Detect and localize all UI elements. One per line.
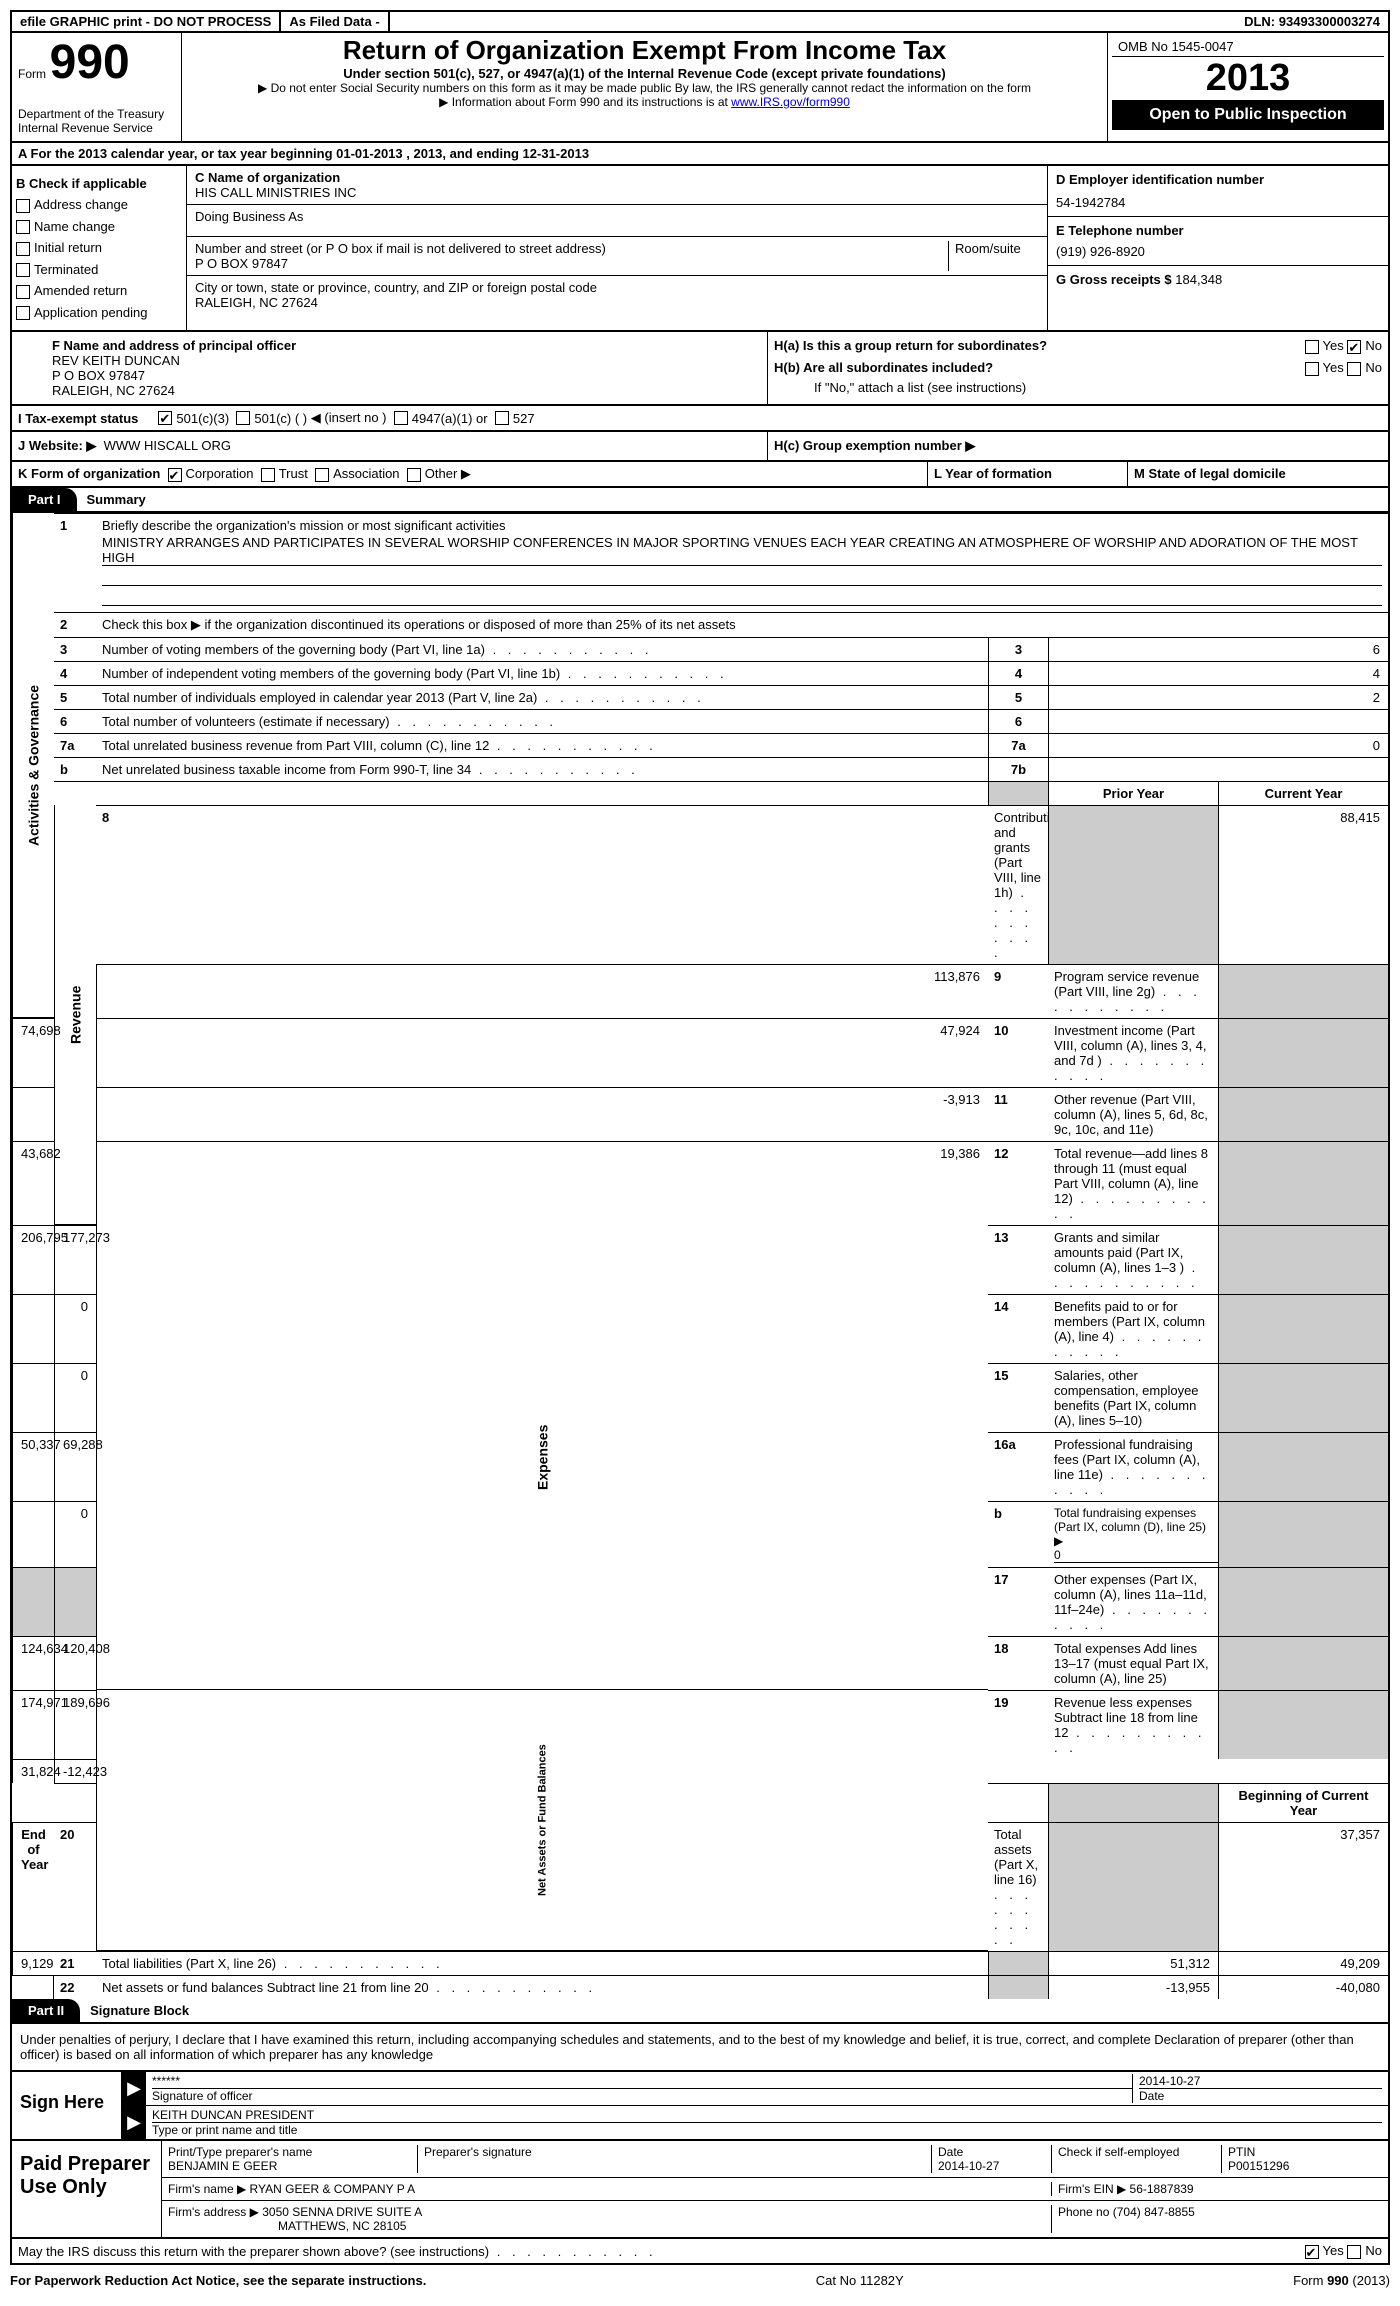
- form-number-cell: Form 990 Department of the Treasury Inte…: [12, 33, 182, 141]
- right-info-column: D Employer identification number 54-1942…: [1048, 166, 1388, 330]
- gov-section-label: Activities & Governance: [12, 513, 54, 1018]
- summary-table: Activities & Governance 1 Briefly descri…: [10, 513, 1390, 1999]
- expenses-section-label: Expenses: [96, 1225, 988, 1690]
- gross-receipts: 184,348: [1175, 272, 1222, 287]
- efile-header-bar: efile GRAPHIC print - DO NOT PROCESS As …: [10, 10, 1390, 33]
- sign-arrow-icon-2: ▶: [122, 2106, 146, 2139]
- section-b-block: B Check if applicable Address change Nam…: [10, 166, 1390, 332]
- row-k-form-org: K Form of organization ✔Corporation Trus…: [10, 462, 1390, 488]
- sign-here-block: Sign Here ▶ ****** Signature of officer …: [10, 2072, 1390, 2141]
- mission-text: MINISTRY ARRANGES AND PARTICIPATES IN SE…: [102, 535, 1382, 566]
- discuss-row: May the IRS discuss this return with the…: [10, 2239, 1390, 2265]
- officer-h-block: F Name and address of principal officer …: [10, 332, 1390, 406]
- preparer-name: BENJAMIN E GEER: [168, 2159, 417, 2173]
- year-cell: OMB No 1545-0047 2013 Open to Public Ins…: [1108, 33, 1388, 141]
- firm-name: RYAN GEER & COMPANY P A: [250, 2182, 416, 2196]
- check-address-change[interactable]: Address change: [16, 197, 182, 213]
- signature-declaration: Under penalties of perjury, I declare th…: [10, 2024, 1390, 2072]
- org-name: HIS CALL MINISTRIES INC: [195, 185, 1039, 200]
- phone: (919) 926-8920: [1056, 244, 1380, 259]
- title-cell: Return of Organization Exempt From Incom…: [182, 33, 1108, 141]
- page-footer: For Paperwork Reduction Act Notice, see …: [10, 2265, 1390, 2296]
- check-terminated[interactable]: Terminated: [16, 262, 182, 278]
- street-address: P O BOX 97847: [195, 256, 942, 271]
- part-1-header: Part I Summary: [10, 488, 1390, 513]
- form-title: Return of Organization Exempt From Incom…: [343, 35, 946, 66]
- title-block: Form 990 Department of the Treasury Inte…: [10, 33, 1390, 143]
- irs-link[interactable]: www.IRS.gov/form990: [731, 95, 850, 109]
- sign-arrow-icon: ▶: [122, 2072, 146, 2105]
- city-state-zip: RALEIGH, NC 27624: [195, 295, 1039, 310]
- paid-preparer-block: Paid Preparer Use Only Print/Type prepar…: [10, 2141, 1390, 2239]
- check-501c3[interactable]: ✔: [158, 411, 172, 425]
- website-url[interactable]: WWW HISCALL ORG: [104, 438, 231, 453]
- check-amended-return[interactable]: Amended return: [16, 283, 182, 299]
- firm-ein: 56-1887839: [1130, 2182, 1194, 2196]
- row-a-tax-year: A For the 2013 calendar year, or tax yea…: [10, 143, 1390, 166]
- efile-text: efile GRAPHIC print - DO NOT PROCESS: [12, 12, 281, 31]
- ptin: P00151296: [1228, 2159, 1382, 2173]
- dln-cell: DLN: 93493300003274: [1236, 12, 1388, 31]
- check-application-pending[interactable]: Application pending: [16, 305, 182, 321]
- revenue-section-label: Revenue: [54, 805, 96, 1225]
- officer-name: REV KEITH DUNCAN: [52, 353, 761, 368]
- check-initial-return[interactable]: Initial return: [16, 240, 182, 256]
- officer-signature-name: KEITH DUNCAN PRESIDENT: [152, 2108, 1382, 2122]
- check-name-change[interactable]: Name change: [16, 219, 182, 235]
- discuss-yes-no[interactable]: ✔Yes No: [1305, 2243, 1382, 2259]
- row-j-website: J Website: ▶ WWW HISCALL ORG H(c) Group …: [10, 432, 1390, 462]
- ein: 54-1942784: [1056, 195, 1380, 210]
- checkbox-column: B Check if applicable Address change Nam…: [12, 166, 187, 330]
- part-2-header: Part II Signature Block: [10, 1999, 1390, 2024]
- preparer-phone: (704) 847-8855: [1113, 2205, 1195, 2219]
- asfiled-text: As Filed Data -: [281, 12, 389, 31]
- ha-yes-no[interactable]: Yes ✔No: [1305, 338, 1382, 354]
- hb-yes-no[interactable]: Yes No: [1305, 360, 1382, 376]
- org-info-column: C Name of organization HIS CALL MINISTRI…: [187, 166, 1048, 330]
- net-assets-section-label: Net Assets or Fund Balances: [96, 1690, 988, 1951]
- row-i-tax-exempt: I Tax-exempt status ✔501(c)(3) 501(c) ( …: [10, 406, 1390, 432]
